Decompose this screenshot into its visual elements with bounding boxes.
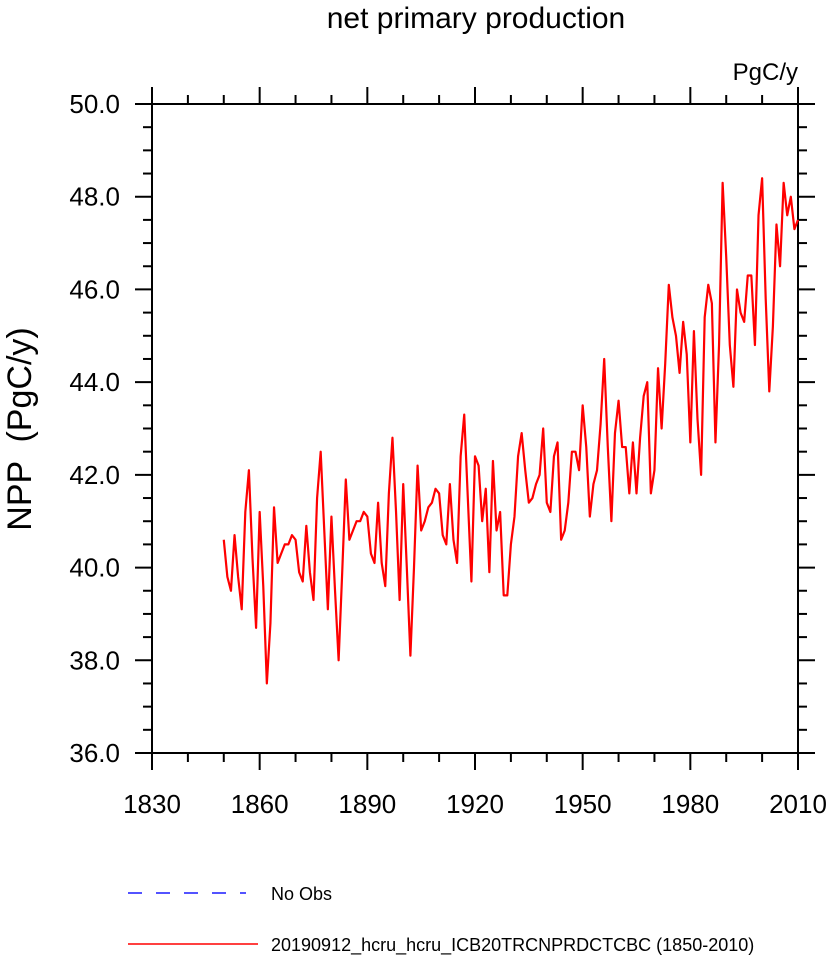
y-axis-tick-labels: 36.0 38.0 40.0 42.0 44.0 46.0 48.0 50.0: [69, 89, 120, 768]
series-line: [222, 177, 800, 685]
y-tick-label: 46.0: [69, 274, 120, 304]
y-axis-title: NPP (PgC/y): [1, 327, 39, 530]
x-tick-label: 1890: [338, 789, 396, 819]
x-tick-label: 1830: [123, 789, 181, 819]
x-axis-ticks: [151, 87, 799, 770]
y-tick-label: 50.0: [69, 89, 120, 119]
y-tick-label: 40.0: [69, 553, 120, 583]
x-tick-label: 1860: [231, 789, 289, 819]
x-tick-label: 1920: [446, 789, 504, 819]
legend-label-no-obs: No Obs: [271, 884, 332, 904]
series-lines: [222, 177, 800, 685]
y-tick-label: 48.0: [69, 182, 120, 212]
legend-label-model: 20190912_hcru_hcru_ICB20TRCNPRDCTCBC (18…: [271, 935, 754, 956]
chart-title: net primary production: [327, 2, 625, 35]
y-tick-label: 44.0: [69, 367, 120, 397]
y-tick-label: 42.0: [69, 460, 120, 490]
x-tick-label: 1950: [554, 789, 612, 819]
x-tick-label: 2010: [769, 789, 827, 819]
x-tick-label: 1980: [661, 789, 719, 819]
y-axis-ticks: [135, 103, 815, 754]
x-axis-tick-labels: 1830 1860 1890 1920 1950 1980 2010: [123, 789, 827, 819]
y-tick-label: 36.0: [69, 738, 120, 768]
y-tick-label: 38.0: [69, 645, 120, 675]
units-label: PgC/y: [733, 59, 798, 86]
legend: No Obs 20190912_hcru_hcru_ICB20TRCNPRDCT…: [128, 884, 754, 956]
